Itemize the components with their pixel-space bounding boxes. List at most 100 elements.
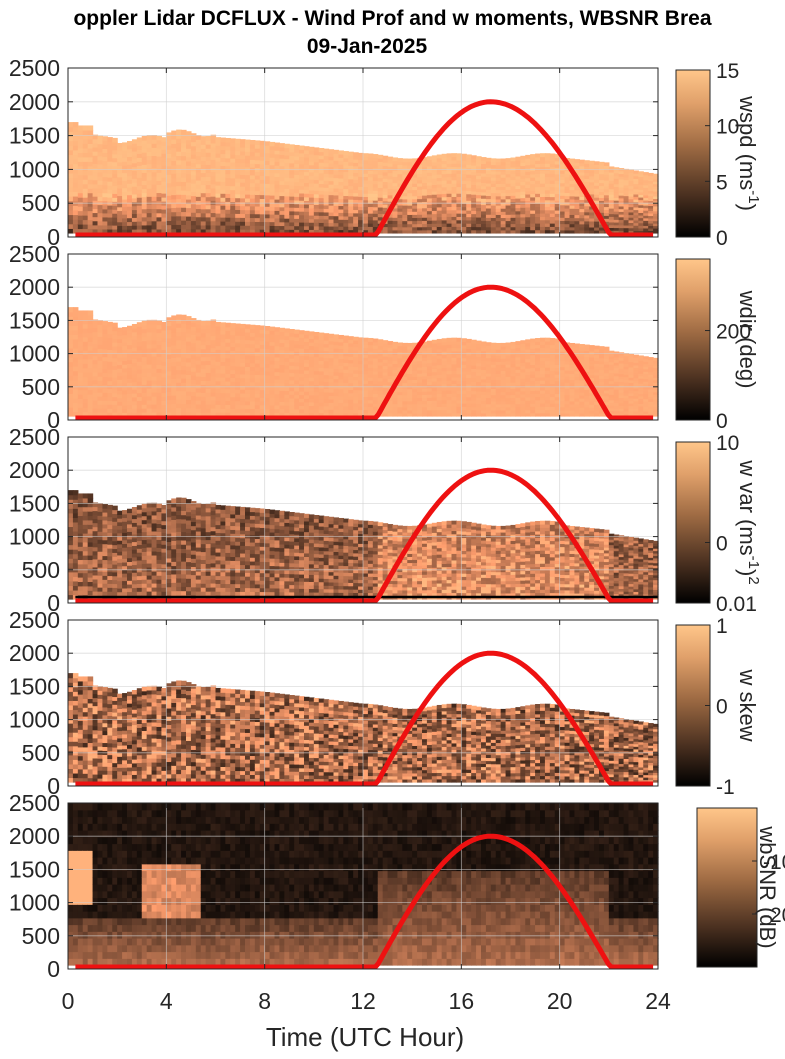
heatmap-cell xyxy=(471,210,477,215)
heatmap-cell xyxy=(510,170,517,174)
heatmap-cell xyxy=(117,393,123,399)
heatmap-cell xyxy=(358,366,364,371)
heatmap-cell xyxy=(471,349,477,354)
heatmap-cell xyxy=(72,393,79,399)
heatmap-cell xyxy=(200,148,207,153)
heatmap-cell xyxy=(87,183,94,189)
heatmap-cell xyxy=(259,333,266,338)
heatmap-cell xyxy=(220,169,226,174)
heatmap-cell xyxy=(451,399,458,404)
heatmap-cell xyxy=(269,206,276,211)
heatmap-cell xyxy=(574,168,580,173)
heatmap-cell xyxy=(151,408,158,413)
heatmap-cell xyxy=(181,399,187,404)
heatmap-cell xyxy=(441,206,448,211)
heatmap-cell xyxy=(205,376,212,381)
heatmap-cell xyxy=(653,181,659,185)
heatmap-cell xyxy=(407,382,413,387)
heatmap-cell xyxy=(186,332,192,338)
heatmap-cell xyxy=(77,192,84,198)
heatmap-cell xyxy=(274,187,281,193)
heatmap-cell xyxy=(476,172,482,176)
heatmap-cell xyxy=(643,179,649,183)
heatmap-cell xyxy=(308,197,315,202)
heatmap-cell xyxy=(564,195,571,200)
heatmap-cell xyxy=(471,213,477,218)
heatmap-cell xyxy=(92,191,99,197)
heatmap-cell xyxy=(471,381,477,385)
heatmap-cell xyxy=(176,194,182,200)
heatmap-cell xyxy=(195,375,202,381)
heatmap-cell xyxy=(417,366,423,371)
heatmap-cell xyxy=(117,353,123,358)
heatmap-cell xyxy=(476,381,482,386)
heatmap-cell xyxy=(328,409,335,414)
heatmap-cell xyxy=(412,211,418,215)
heatmap-cell xyxy=(402,229,408,234)
heatmap-cell xyxy=(102,216,108,222)
heatmap-cell xyxy=(397,158,403,162)
heatmap-cell xyxy=(308,157,315,162)
heatmap-cell xyxy=(171,357,177,363)
heatmap-cell xyxy=(186,391,192,396)
heatmap-cell xyxy=(176,151,182,157)
heatmap-cell xyxy=(308,366,315,371)
heatmap-cell xyxy=(540,183,546,188)
heatmap-cell xyxy=(377,197,384,201)
heatmap-cell xyxy=(161,408,167,413)
heatmap-cell xyxy=(107,193,113,198)
heatmap-cell xyxy=(127,209,133,215)
heatmap-cell xyxy=(299,218,305,223)
heatmap-cell xyxy=(343,229,349,234)
heatmap-cell xyxy=(328,412,335,417)
heatmap-cell xyxy=(436,177,443,182)
heatmap-cell xyxy=(171,378,177,384)
heatmap-cell xyxy=(230,165,236,171)
heatmap-cell xyxy=(299,401,305,406)
heatmap-cell xyxy=(530,157,536,162)
heatmap-cell xyxy=(412,358,418,362)
heatmap-cell xyxy=(594,197,600,201)
heatmap-cell xyxy=(436,187,443,192)
heatmap-cell xyxy=(569,177,576,181)
heatmap-cell xyxy=(348,161,354,166)
heatmap-cell xyxy=(131,331,138,337)
heatmap-cell xyxy=(304,412,310,417)
heatmap-cell xyxy=(195,323,202,329)
heatmap-cell xyxy=(485,207,492,212)
heatmap-cell xyxy=(372,348,379,353)
heatmap-cell xyxy=(387,353,394,358)
heatmap-cell xyxy=(363,159,369,164)
heatmap-cell xyxy=(648,202,654,207)
heatmap-cell xyxy=(161,392,167,398)
heatmap-cell xyxy=(456,383,462,388)
heatmap-cell xyxy=(426,159,433,164)
heatmap-cell xyxy=(230,217,236,222)
heatmap-cell xyxy=(436,342,443,346)
heatmap-cell xyxy=(358,360,364,365)
heatmap-cell xyxy=(426,175,433,180)
heatmap-cell xyxy=(407,217,413,222)
heatmap-cell xyxy=(599,191,605,196)
heatmap-cell xyxy=(648,210,654,214)
heatmap-cell xyxy=(377,348,384,353)
colorbar-tick-label: 10 xyxy=(716,116,739,139)
heatmap-cell xyxy=(141,392,148,397)
heatmap-cell xyxy=(382,352,389,357)
heatmap-cell xyxy=(318,186,325,192)
heatmap-cell xyxy=(146,387,153,393)
heatmap-cell xyxy=(171,361,177,367)
heatmap-cell xyxy=(127,148,133,154)
heatmap-cell xyxy=(245,354,251,360)
heatmap-cell xyxy=(643,212,649,216)
heatmap-cell xyxy=(608,213,615,217)
heatmap-cell xyxy=(289,379,295,384)
heatmap-cell xyxy=(190,354,197,360)
heatmap-cell xyxy=(466,371,472,375)
heatmap-cell xyxy=(249,170,256,176)
heatmap-cell xyxy=(490,217,497,222)
heatmap-cell xyxy=(82,138,89,144)
heatmap-cell xyxy=(456,347,462,352)
heatmap-cell xyxy=(68,135,74,142)
heatmap-cell xyxy=(436,406,443,411)
